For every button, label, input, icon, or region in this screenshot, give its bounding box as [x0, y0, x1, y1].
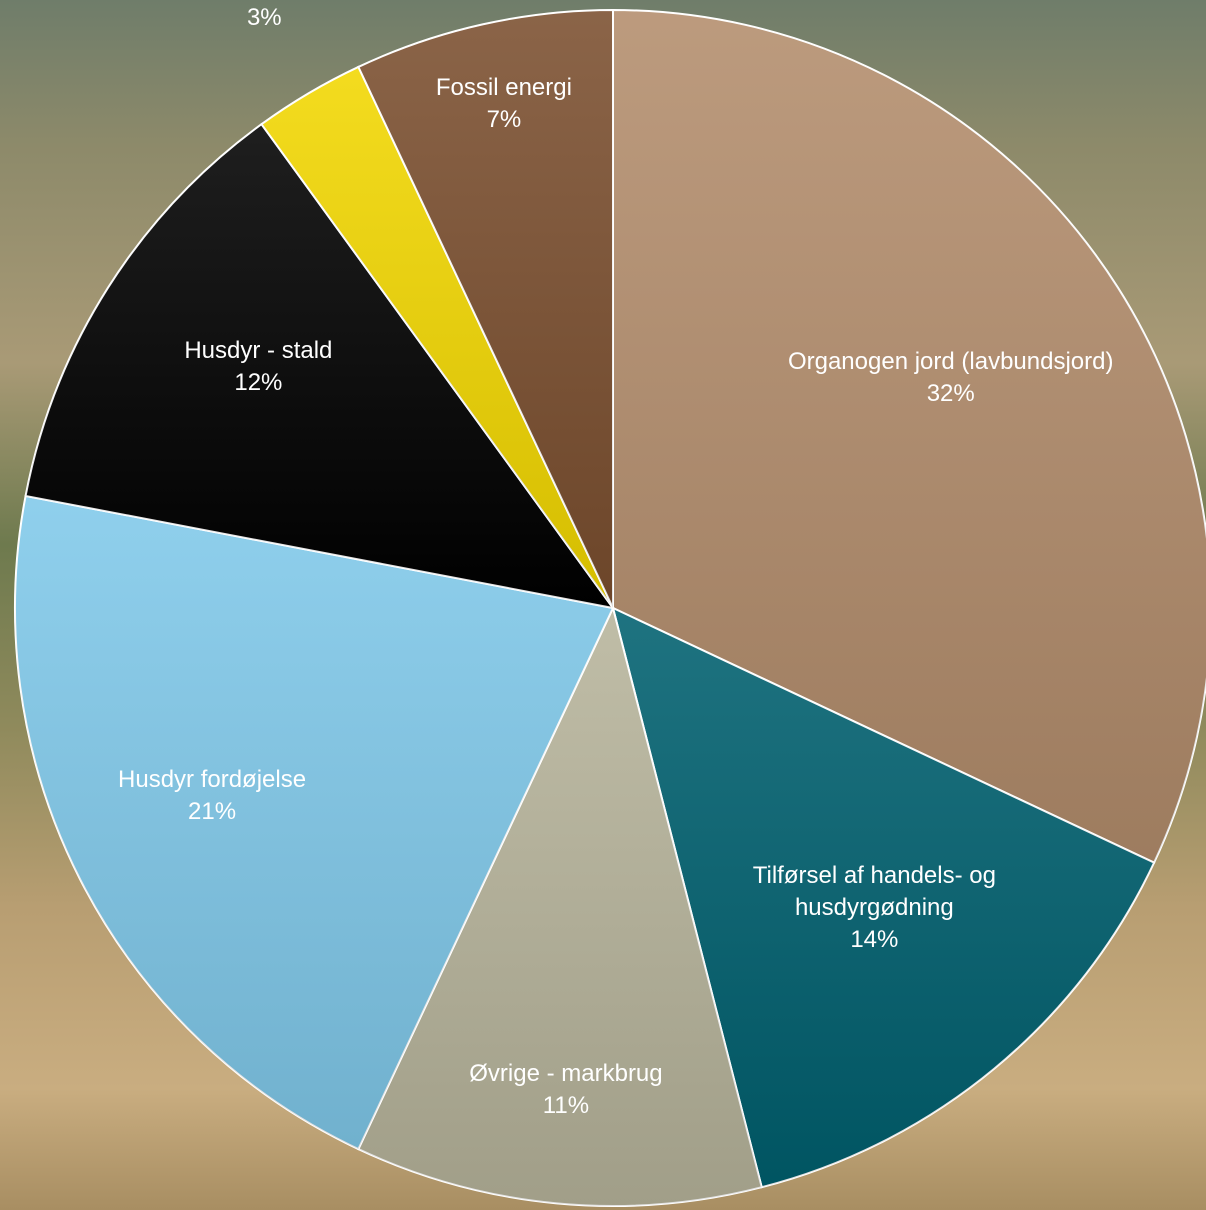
slice-label: Tilførsel af handels- og husdyrgødning 14… — [709, 860, 1039, 956]
slice-label: Husdyr - stald 12% — [184, 335, 332, 399]
value-label: 11% — [542, 1091, 590, 1119]
category-name: Tilførsel af handels- og husdyrgødning — [752, 861, 996, 921]
value-label: 7% — [486, 106, 522, 134]
slice-shade — [14, 495, 613, 1150]
category-name: Øvrige - markbrug — [469, 1059, 663, 1087]
slice-shade — [613, 608, 1155, 1188]
value-label: 3% — [246, 4, 282, 32]
slice-shade — [358, 10, 613, 608]
category-name: Fossil energi — [435, 74, 572, 102]
slice-label: Øvrige - markbrug 11% — [469, 1058, 662, 1122]
slice-shade — [613, 10, 1206, 863]
category-name: Husdyr fordøjelse — [118, 766, 307, 794]
category-name: Husdyr - stald — [184, 336, 333, 364]
slice-label: Fossil energi 7% — [436, 72, 572, 136]
category-name: Organogen jord (lavbundsjord) — [787, 347, 1114, 375]
slice-shade — [358, 608, 762, 1206]
slice-shade — [25, 124, 613, 609]
value-label: 14% — [850, 925, 899, 953]
slice-shade — [261, 66, 613, 608]
slice-label: Husdyr fordøjelse 21% — [118, 764, 306, 828]
value-label: 21% — [188, 798, 237, 826]
value-label: 32% — [926, 379, 975, 407]
slice-label: Organogen jord (lavbundsjord) 32% — [788, 346, 1114, 410]
slice-label: Husdyrgødning opbevaring3% — [120, 0, 408, 34]
value-label: 12% — [234, 368, 283, 396]
